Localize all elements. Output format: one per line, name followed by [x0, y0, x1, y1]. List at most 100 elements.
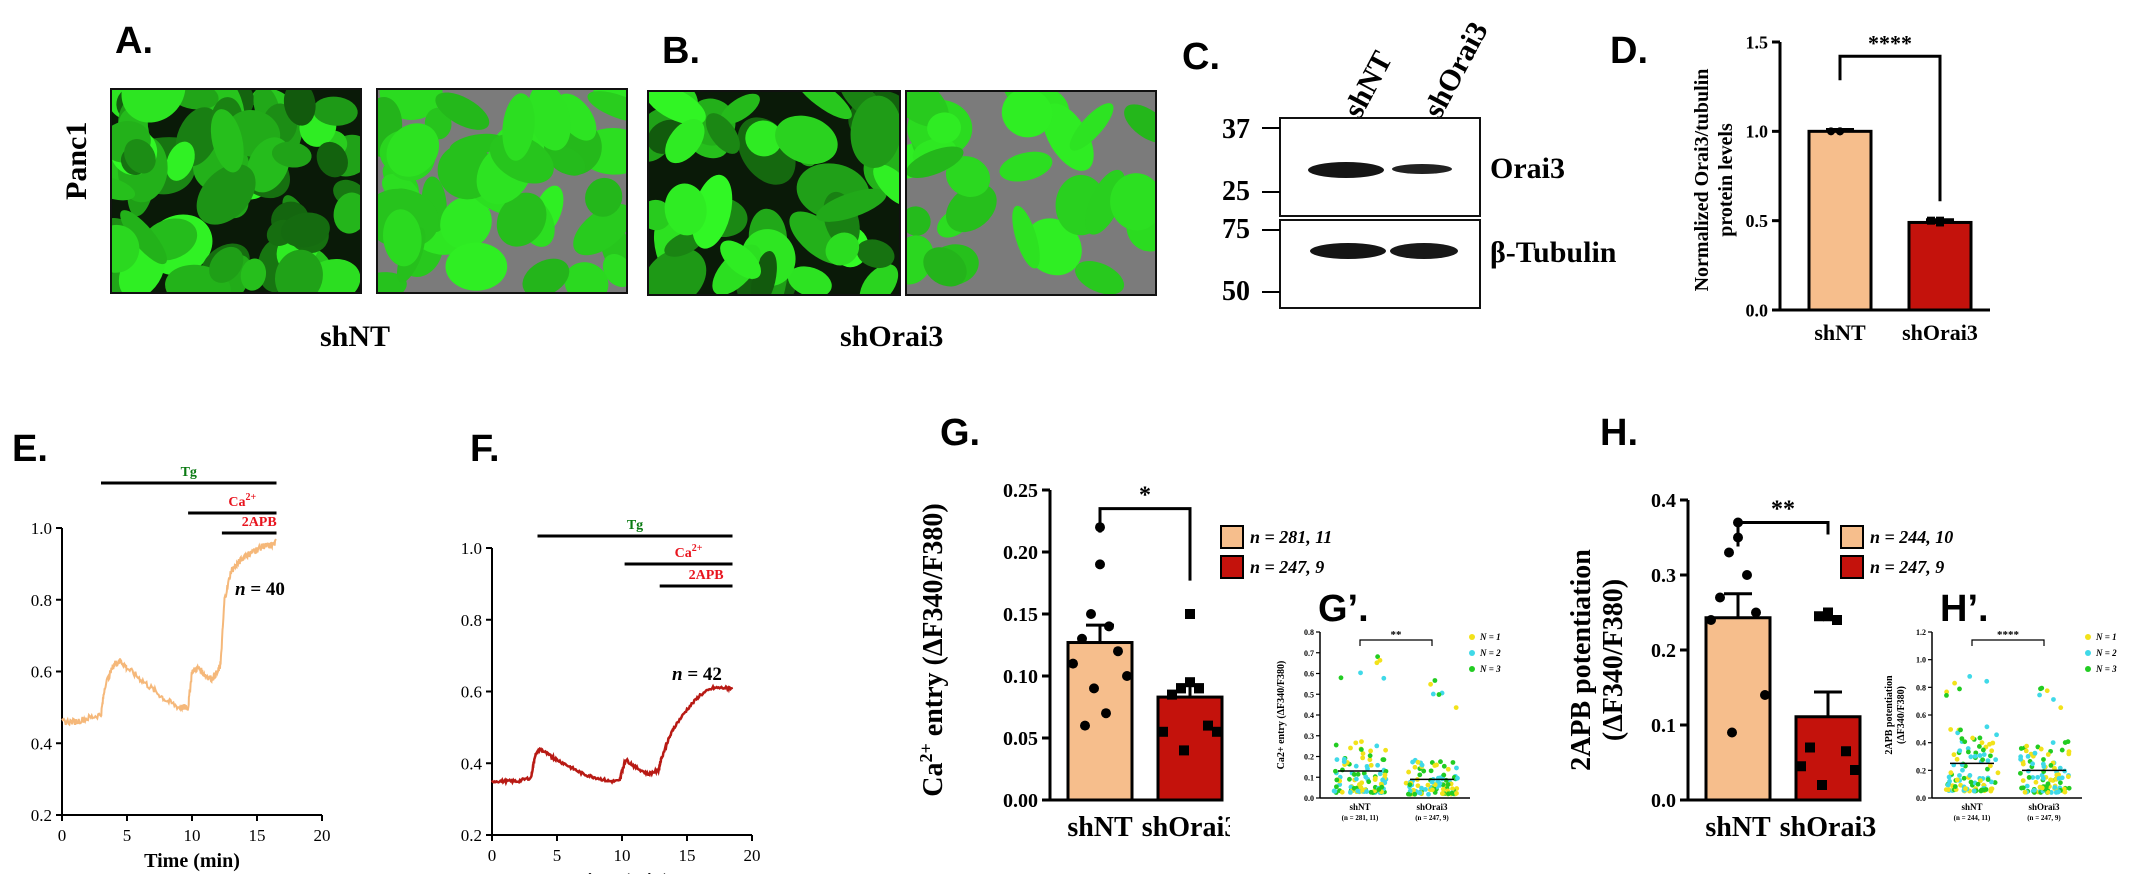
cell [1110, 173, 1155, 231]
data-point-shOrai3 [1176, 683, 1186, 694]
cell-point-N2 [1967, 673, 1973, 679]
data-point-shOrai3 [1203, 720, 1213, 731]
micrograph-shnt-fluorescence [110, 88, 362, 294]
cell-point-N2 [1419, 785, 1424, 791]
legend-swatch-shnt [1840, 525, 1864, 549]
cell [121, 90, 186, 123]
cell [383, 209, 422, 267]
cell-point-N3 [1351, 785, 1357, 791]
x-tick-label: 5 [553, 846, 562, 865]
x-tick-label: 10 [184, 826, 201, 845]
cell-point-N3 [1383, 768, 1389, 774]
cell-point-N3 [1441, 763, 1447, 769]
data-point-shNT [1742, 570, 1752, 580]
y-tick-label: 1.0 [1746, 122, 1769, 142]
cell-point-N1 [2044, 688, 2050, 694]
data-point-shOrai3 [1927, 216, 1935, 225]
cell-point-N2 [2051, 697, 2056, 702]
legend-g-label-shorai3: n = 247, 9 [1250, 556, 1325, 577]
legend-h-item-shnt: n = 244, 10 [1840, 525, 1953, 549]
x-axis-label: Time (min) [574, 870, 670, 874]
treatment-label-sup: 2+ [692, 543, 703, 554]
cell-point-N2 [1423, 786, 1428, 792]
cell [794, 92, 852, 120]
cell-point-N3 [1375, 654, 1381, 660]
data-point-shNT [1827, 127, 1835, 136]
cell-point-N2 [1454, 765, 1459, 771]
cell-point-N1 [1382, 772, 1388, 778]
cell-point-N2 [2041, 764, 2047, 769]
cell-point-N1 [1948, 770, 1954, 776]
cell-point-N3 [1412, 791, 1418, 797]
data-point-shOrai3 [1212, 726, 1222, 737]
cell [649, 248, 707, 294]
cell-point-N2 [1429, 779, 1435, 785]
x-category-sublabel: (n = 247, 9) [1415, 814, 1449, 822]
n-label-part: = 40 [246, 579, 285, 600]
cell-point-N2 [2035, 774, 2041, 780]
cell-point-N1 [1432, 782, 1438, 788]
cell-point-N3 [1450, 760, 1456, 765]
cell-point-N3 [2018, 746, 2024, 751]
data-point-shOrai3 [1185, 677, 1195, 688]
cell-point-N3 [2062, 740, 2068, 745]
y-label-part: Ca [918, 762, 949, 796]
data-point-shNT [1724, 547, 1734, 558]
y-tick-label: 0.5 [1746, 211, 1769, 231]
cell-point-N2 [2052, 785, 2058, 790]
y-axis-label: Ca2+ entry (ΔF340/F380) [916, 503, 949, 796]
bar-shNT [1704, 616, 1772, 802]
cell-point-N3 [2041, 757, 2046, 762]
cell-point-N3 [1436, 692, 1442, 697]
cell-point-N1 [2065, 774, 2071, 780]
x-category-label: shNT [1349, 802, 1370, 812]
cell-point-N3 [1376, 787, 1382, 792]
cell [720, 240, 761, 279]
cell-point-N2 [1334, 757, 1340, 762]
cell-point-N1 [1450, 786, 1455, 792]
cell-point-N1 [1948, 727, 1954, 732]
legend-label: N = 2 [1479, 648, 1501, 658]
data-point-shNT [1086, 609, 1096, 619]
cell-point-N2 [1957, 773, 1962, 778]
y-tick-label: 0.8 [461, 611, 482, 630]
cell-point-N3 [2057, 780, 2063, 786]
chart-h-prime-2apb-cells: 0.0 0.2 0.4 0.6 0.8 1.0 1.2 shNT (n = 244, 11) sh… [1884, 628, 2117, 822]
y-tick-label: 0.7 [1304, 649, 1314, 658]
data-point-shNT [1104, 621, 1114, 632]
cell-point-N3 [1985, 777, 1991, 782]
treatment-label-part: Ca [675, 546, 692, 561]
cell-point-N3 [1445, 791, 1451, 797]
cell [1075, 260, 1125, 294]
x-category-label: shNT [1705, 812, 1771, 843]
cell-point-N2 [1971, 788, 1977, 794]
n-label-part: n [235, 579, 246, 600]
cell-point-N1 [1429, 787, 1435, 793]
cell-point-N2 [1381, 675, 1387, 681]
cell-point-N1 [1372, 775, 1378, 781]
cell-point-N1 [2020, 778, 2026, 783]
legend-label: N = 2 [2095, 648, 2117, 658]
marker-75: 75 [1222, 214, 1250, 245]
significance-stars: ** [1391, 629, 1403, 641]
cell-point-N2 [1353, 763, 1359, 769]
cell-point-N1 [1445, 766, 1451, 772]
panel-label-b: B. [662, 30, 700, 72]
data-point-shOrai3 [1823, 611, 1833, 622]
cell-point-N2 [1417, 790, 1423, 796]
cell-point-N2 [2040, 775, 2046, 781]
marker-37: 37 [1222, 114, 1250, 145]
cell [1069, 103, 1114, 151]
cell-point-N2 [1965, 746, 1971, 751]
cell [120, 210, 167, 265]
cell [856, 239, 895, 269]
legend-g-label-shnt: n = 281, 11 [1250, 526, 1333, 547]
cell [333, 192, 360, 234]
y-axis-label: 2APB potentiation(ΔF340/F380) [1884, 675, 1907, 755]
data-point-shNT [1077, 633, 1087, 644]
cell-point-N2 [1347, 789, 1353, 795]
cell-point-N2 [1430, 691, 1436, 697]
cell [435, 92, 490, 130]
band-orai3-shorai3 [1392, 164, 1452, 174]
cell-point-N1 [1432, 763, 1438, 768]
